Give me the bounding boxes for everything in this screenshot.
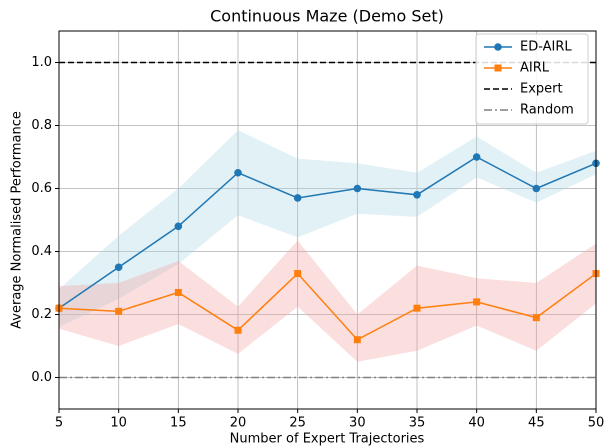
- y-tick-label: 1.0: [31, 55, 52, 70]
- confidence-band: [357, 265, 417, 362]
- confidence-band: [417, 265, 477, 351]
- plot-frame: [58, 30, 597, 410]
- confidence-band: [536, 243, 596, 351]
- x-tick-label: 20: [230, 416, 247, 431]
- confidence-band: [297, 240, 358, 362]
- data-point: [174, 288, 182, 296]
- y-axis-label: Average Normalised Performance: [10, 111, 25, 329]
- data-point: [353, 184, 362, 193]
- legend-box: [475, 33, 589, 125]
- y-tick-label: 0.0: [31, 370, 52, 385]
- confidence-band: [476, 136, 537, 203]
- legend-label: Random: [520, 103, 574, 118]
- data-point: [293, 194, 302, 202]
- legend-label: AIRL: [520, 61, 550, 76]
- data-point: [234, 168, 242, 177]
- data-point: [353, 336, 361, 344]
- confidence-band: [178, 130, 238, 265]
- y-tick-label: 0.8: [31, 118, 52, 133]
- confidence-band: [357, 163, 417, 217]
- data-point: [174, 222, 183, 231]
- x-tick-label: 15: [170, 416, 187, 431]
- x-axis-label: Number of Expert Trajectories: [230, 432, 425, 447]
- legend: ED-AIRL AIRL Expert Random: [475, 33, 589, 125]
- data-point: [294, 270, 302, 278]
- confidence-band: [297, 158, 358, 238]
- y-tick-label: 0.4: [31, 244, 52, 259]
- data-point: [472, 153, 481, 161]
- confidence-band: [59, 283, 119, 346]
- x-tick-label: 35: [409, 416, 426, 431]
- data-point: [413, 304, 421, 312]
- line: [58, 156, 597, 309]
- data-point: [234, 326, 242, 334]
- data-point: [532, 184, 541, 193]
- x-tick-label: 30: [349, 416, 366, 431]
- data-point: [473, 298, 481, 306]
- confidence-band: [118, 260, 179, 346]
- x-tick-label: 40: [468, 416, 485, 431]
- chart-title: Continuous Maze (Demo Set): [210, 7, 444, 26]
- legend-label: ED-AIRL: [520, 40, 572, 55]
- x-tick-label: 25: [289, 416, 306, 431]
- confidence-band: [238, 130, 298, 238]
- plot-area: [55, 61, 600, 379]
- confidence-band: [59, 235, 119, 328]
- legend-label: Expert: [520, 82, 563, 97]
- confidence-band: [178, 260, 238, 354]
- confidence-band: [476, 278, 537, 351]
- x-tick-label: 45: [528, 416, 545, 431]
- data-point: [114, 263, 123, 272]
- data-point: [413, 191, 421, 199]
- x-tick-label: 10: [110, 416, 127, 431]
- line: [58, 272, 597, 341]
- x-tick-label: 5: [55, 416, 63, 431]
- y-tick-label: 0.2: [31, 307, 52, 322]
- y-tick-label: 0.6: [31, 181, 52, 196]
- legend-marker: [494, 64, 502, 72]
- legend-marker: [494, 43, 502, 51]
- data-point: [532, 314, 540, 322]
- confidence-band: [118, 188, 179, 299]
- data-point: [115, 307, 123, 315]
- x-tick-label: 50: [588, 416, 605, 431]
- confidence-band: [238, 240, 298, 354]
